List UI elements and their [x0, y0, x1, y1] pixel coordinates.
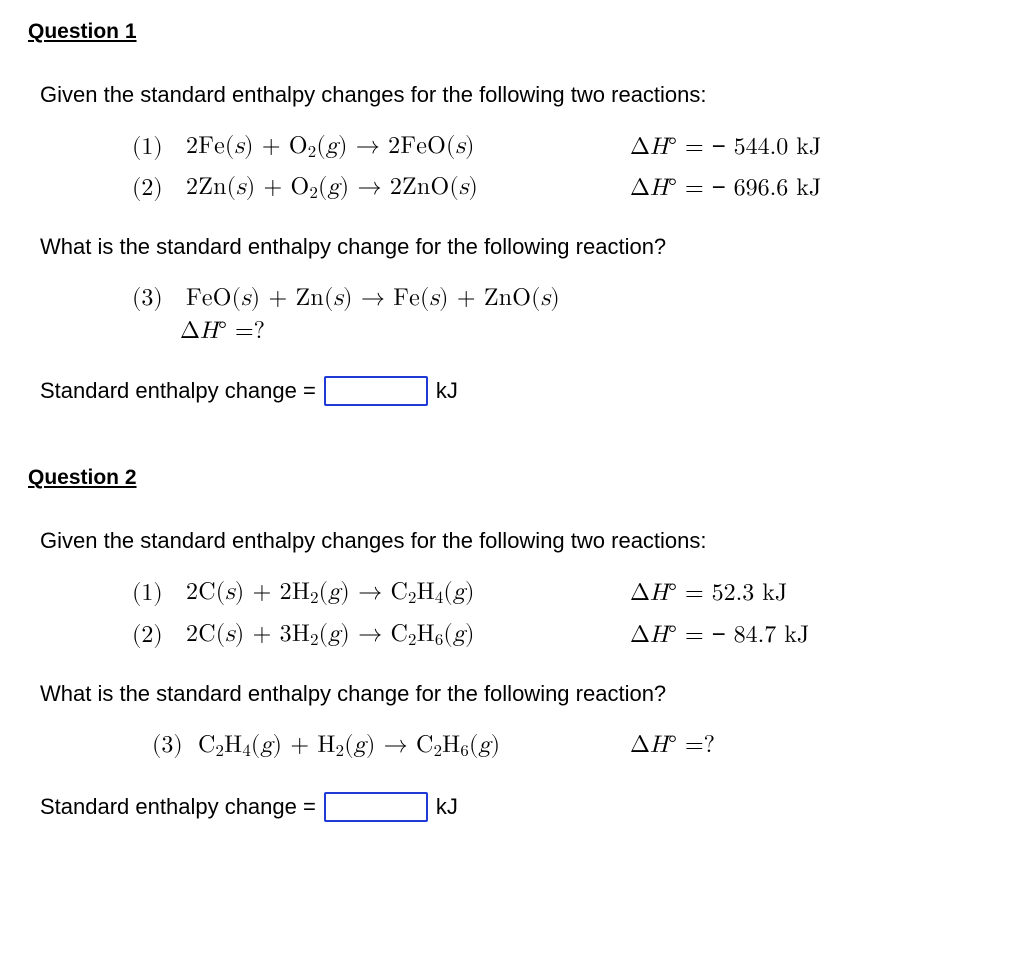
q1-prompt-1: Given the standard enthalpy changes for … — [40, 82, 996, 108]
q2-answer-label: Standard enthalpy change = — [40, 794, 316, 820]
q2-rx1-label: (1) — [132, 579, 178, 608]
question-2: Question 2 Given the standard enthalpy c… — [28, 466, 996, 822]
q1-rx1-equation: 2Fe(s) + O2(g) → 2FeO(s) — [186, 132, 586, 163]
q2-rx1-equation: 2C(s) + 2H2(g) → C2H4(g) — [186, 578, 586, 609]
q2-rx3-label: (3) — [152, 731, 198, 762]
q2-prompt-1: Given the standard enthalpy changes for … — [40, 528, 996, 554]
q1-deltaH-query: ΔH° =? — [40, 317, 996, 346]
q2-prompt-2: What is the standard enthalpy change for… — [40, 681, 996, 707]
q1-rx3-equation: FeO(s) + Zn(s) → Fe(s) + ZnO(s) — [186, 284, 826, 313]
q1-answer-row: Standard enthalpy change = kJ — [40, 376, 996, 406]
q1-answer-label: Standard enthalpy change = — [40, 378, 316, 404]
q2-rx2-deltaH: ΔH° = − 84.7 kJ — [594, 621, 844, 650]
q2-answer-row: Standard enthalpy change = kJ — [40, 792, 996, 822]
q1-rx3-label: (3) — [132, 284, 178, 313]
q1-rx2-equation: 2Zn(s) + O2(g) → 2ZnO(s) — [186, 173, 586, 204]
q2-rx2-label: (2) — [132, 621, 178, 650]
q2-rx2-equation: 2C(s) + 3H2(g) → C2H6(g) — [186, 620, 586, 651]
q2-rx3-equation: C2H4(g) + H2(g) → C2H6(g) — [198, 731, 618, 762]
q2-given-reactions: (1) 2C(s) + 2H2(g) → C2H4(g) ΔH° = 52.3 … — [40, 578, 996, 650]
q1-rx1-deltaH: ΔH° = − 544.0 kJ — [594, 133, 844, 162]
question-1: Question 1 Given the standard enthalpy c… — [28, 20, 996, 406]
question-1-header: Question 1 — [28, 20, 996, 44]
q1-given-reactions: (1) 2Fe(s) + O2(g) → 2FeO(s) ΔH° = − 544… — [40, 132, 996, 204]
q1-rx2-label: (2) — [132, 174, 178, 203]
q2-rx3-deltaH: ΔH° =? — [618, 731, 818, 762]
q1-prompt-2: What is the standard enthalpy change for… — [40, 234, 996, 260]
q2-answer-unit: kJ — [436, 794, 458, 820]
q1-rx2-deltaH: ΔH° = − 696.6 kJ — [594, 174, 844, 203]
q1-answer-input[interactable] — [324, 376, 428, 406]
question-1-body: Given the standard enthalpy changes for … — [28, 82, 996, 406]
q2-rx1-deltaH: ΔH° = 52.3 kJ — [594, 579, 844, 608]
q2-answer-input[interactable] — [324, 792, 428, 822]
q1-answer-unit: kJ — [436, 378, 458, 404]
q1-target-reaction: (3) FeO(s) + Zn(s) → Fe(s) + ZnO(s) — [40, 284, 996, 313]
q1-rx1-label: (1) — [132, 133, 178, 162]
q2-target-reaction: (3) C2H4(g) + H2(g) → C2H6(g) ΔH° =? — [40, 731, 996, 762]
question-2-body: Given the standard enthalpy changes for … — [28, 528, 996, 822]
question-2-header: Question 2 — [28, 466, 996, 490]
